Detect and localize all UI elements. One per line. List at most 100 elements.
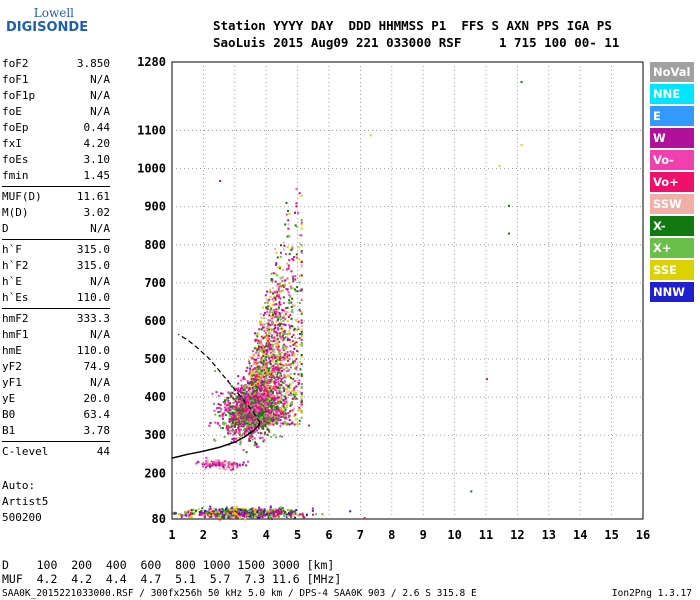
echo-point (280, 413, 283, 415)
echo-point (225, 512, 228, 515)
echo-point (293, 415, 296, 417)
echo-point (253, 511, 256, 514)
x-tick-label: 10 (447, 528, 461, 542)
echo-point (258, 380, 261, 383)
echo-point (300, 250, 303, 252)
echo-point (291, 401, 294, 404)
echo-point (269, 382, 272, 385)
echo-point (276, 416, 279, 419)
echo-point (268, 367, 270, 370)
echo-point (201, 462, 204, 465)
echo-point (243, 429, 246, 431)
echo-point (281, 370, 283, 372)
echo-point (262, 337, 265, 339)
echo-point (282, 509, 285, 512)
echo-point (270, 372, 273, 375)
echo-point (290, 352, 293, 355)
echo-point (287, 265, 290, 268)
echo-point (281, 348, 284, 351)
echo-point (300, 219, 303, 221)
param-value: N/A (90, 73, 110, 86)
logo-lowell-text: Lowell (33, 6, 74, 20)
echo-point (248, 360, 251, 363)
echo-point (246, 407, 249, 410)
param-separator (2, 239, 110, 240)
echo-point (273, 397, 276, 400)
echo-point (269, 311, 271, 314)
echo-point (267, 415, 269, 417)
echo-point (262, 404, 265, 407)
echo-point (272, 371, 275, 374)
echo-point (212, 461, 215, 463)
echo-point (263, 510, 266, 512)
echo-point (254, 363, 257, 365)
param-row: fmin 1.45 (2, 168, 110, 184)
echo-point (190, 512, 192, 515)
echo-point (220, 392, 223, 395)
echo-point (289, 345, 292, 348)
echo-point (206, 513, 209, 516)
param-separator (2, 441, 110, 442)
echo-point (294, 361, 297, 364)
echo-point (252, 403, 255, 406)
echo-point (240, 513, 243, 516)
y-tick-label: 1280 (137, 55, 166, 69)
echo-point (217, 394, 220, 397)
echo-point (269, 306, 272, 309)
echo-point (281, 409, 284, 412)
echo-point (278, 296, 280, 299)
echo-point (246, 380, 249, 382)
echo-point (266, 346, 269, 349)
echo-point (260, 321, 263, 323)
param-name: hmF1 (2, 328, 29, 341)
echo-point (263, 389, 266, 392)
echo-point (243, 388, 246, 391)
echo-point (190, 509, 193, 512)
echo-point (203, 463, 206, 466)
echo-point (254, 441, 257, 444)
echo-point (299, 242, 301, 245)
echo-point (256, 513, 259, 516)
echo-point (219, 513, 222, 516)
echo-point (266, 329, 269, 332)
echo-point (265, 510, 268, 513)
echo-point (237, 509, 240, 512)
echo-point (300, 395, 303, 398)
echo-point (251, 376, 254, 379)
echo-point (280, 394, 283, 397)
echo-point (292, 258, 295, 261)
echo-point (271, 397, 274, 400)
echo-point (257, 347, 260, 350)
echo-point (260, 359, 263, 362)
echo-point (274, 297, 277, 299)
echo-point (277, 359, 280, 362)
echo-point (273, 332, 276, 335)
echo-point (219, 516, 221, 519)
echo-point (281, 331, 283, 334)
echo-point (264, 372, 267, 375)
echo-point (268, 370, 270, 373)
echo-point (255, 378, 257, 381)
echo-point (239, 441, 242, 444)
echo-point (240, 387, 242, 390)
echo-point (239, 420, 242, 423)
echo-point (263, 420, 266, 423)
echo-point (266, 411, 269, 414)
echo-point (260, 383, 263, 386)
echo-point (242, 425, 245, 428)
echo-point (242, 417, 245, 420)
echo-point (249, 401, 252, 404)
echo-point (285, 201, 288, 204)
echo-point (247, 389, 250, 392)
echo-point (300, 274, 303, 277)
echo-point (274, 373, 277, 376)
echo-point (262, 513, 265, 516)
echo-point (263, 348, 266, 350)
echo-point (259, 360, 262, 363)
echo-point (223, 516, 226, 519)
echo-point (267, 362, 270, 365)
echo-point (315, 513, 318, 516)
echo-point (216, 462, 219, 465)
echo-point (253, 396, 256, 399)
echo-point (250, 378, 253, 381)
